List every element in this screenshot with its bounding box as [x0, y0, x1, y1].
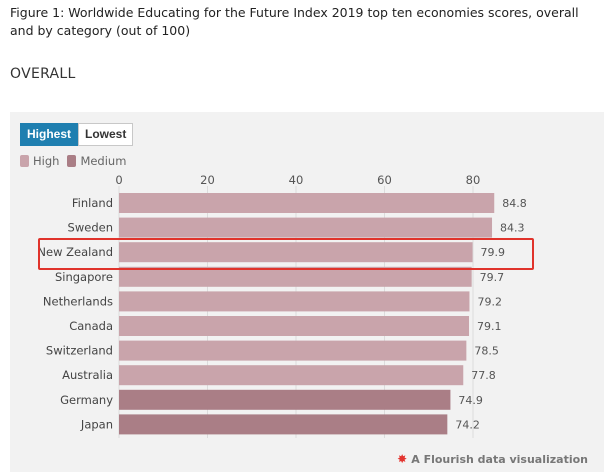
data-label: 78.5: [474, 345, 499, 358]
data-label: 84.8: [502, 197, 527, 210]
bar[interactable]: [119, 340, 467, 361]
category-label: Germany: [60, 393, 113, 407]
category-label: Netherlands: [43, 294, 113, 308]
category-label: Canada: [69, 319, 113, 333]
credit-label: A Flourish data visualization: [411, 452, 588, 466]
bar[interactable]: [119, 217, 493, 238]
category-label: Sweden: [68, 221, 113, 235]
bar[interactable]: [119, 389, 451, 410]
bar[interactable]: [119, 291, 470, 312]
category-label: Singapore: [55, 270, 113, 284]
legend-item-medium[interactable]: Medium: [67, 154, 126, 168]
legend-swatch-medium: [67, 155, 77, 167]
flourish-star-icon: ✸: [397, 452, 408, 466]
data-label: 79.9: [481, 246, 506, 259]
legend-label-high: High: [33, 154, 60, 168]
category-label: Japan: [80, 417, 113, 431]
category-label: Switzerland: [46, 344, 113, 358]
x-tick-label: 0: [115, 173, 122, 187]
legend-label-medium: Medium: [80, 154, 127, 168]
figure-caption: Figure 1: Worldwide Educating for the Fu…: [10, 5, 579, 38]
data-label: 84.3: [500, 222, 524, 235]
x-tick-label: 60: [377, 173, 392, 187]
bar[interactable]: [119, 414, 448, 435]
data-label: 79.1: [477, 320, 502, 333]
category-label: Australia: [62, 368, 113, 382]
data-label: 74.9: [458, 394, 483, 407]
lowest-button[interactable]: Lowest: [78, 123, 134, 146]
sort-toggle: Highest Lowest: [20, 123, 134, 146]
data-label: 79.2: [477, 295, 502, 308]
category-label: Finland: [72, 196, 113, 210]
x-tick-label: 40: [289, 173, 304, 187]
legend-swatch-high: [20, 155, 29, 167]
data-label: 79.7: [480, 271, 505, 284]
x-tick-label: 20: [200, 173, 215, 187]
chart-legend: High Medium: [20, 154, 126, 168]
data-label: 77.8: [471, 369, 496, 382]
flourish-credit[interactable]: ✸ A Flourish data visualization: [397, 452, 588, 466]
legend-item-high[interactable]: High: [20, 154, 59, 168]
bar[interactable]: [119, 242, 473, 263]
x-tick-label: 80: [466, 173, 481, 187]
bar[interactable]: [119, 316, 470, 336]
section-title: OVERALL: [10, 66, 76, 82]
category-label: New Zealand: [37, 245, 113, 259]
bar[interactable]: [119, 365, 464, 386]
bar[interactable]: [119, 193, 495, 213]
data-label: 74.2: [455, 418, 480, 431]
bar[interactable]: [119, 266, 472, 287]
highest-button[interactable]: Highest: [20, 123, 79, 146]
